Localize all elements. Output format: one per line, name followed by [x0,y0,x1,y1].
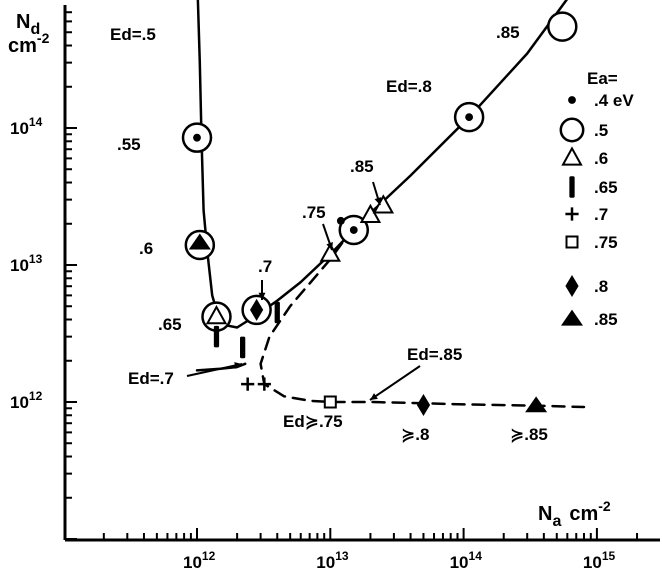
legend-marker-open-circle [559,117,585,143]
point-open-square-25 [323,395,337,409]
arrow-ed-085-low-head [370,393,378,400]
legend-label-4: .7 [594,205,608,224]
point-dot-3 [193,133,201,142]
annotation-ed-085-low: Ed=.85 [407,345,462,364]
point-open-triangle-10 [319,242,341,262]
legend: Ea= .4 eV .5 .6 .65 .7 .75 .8 .85 [559,69,634,329]
point-dot-17 [465,113,474,122]
arrow-ed-07-left-head [234,362,242,369]
legend-label-1: .5 [594,121,608,140]
legend-marker-open-square [565,235,579,249]
point-filled-triangle-27 [525,396,548,413]
annotations: Ed=.5 .55 .6 .65 .7 .75 .85 .85 Ed=.8 Ed=.7 Ed=.85… [110,23,548,444]
legend-label-7: .85 [594,310,618,329]
legend-marker-dot [568,96,576,104]
annotation-ed-05: Ed=.5 [110,25,156,44]
arrow-ed-085-top-head [374,197,382,205]
x-tick-label: 1015 [583,549,616,572]
y-tick-label: 1013 [10,252,43,275]
y-axis-unit: cm-2 [8,30,50,57]
legend-label-5: .75 [594,233,618,252]
arrow-ed-085-low [369,365,421,401]
point-plus-23 [241,377,255,391]
legend-title: Ea= [587,69,618,88]
curves [195,0,586,409]
x-tick-label: 1014 [450,549,483,572]
x-tick-label: 1012 [183,549,216,572]
annotation-ed-055: .55 [117,135,141,154]
arrow-ed-075-top-head [326,242,333,250]
point-bar-22 [274,301,280,324]
legend-marker-filled-triangle [561,309,583,326]
annotation-ed-07-left: Ed=.7 [128,369,174,388]
point-diamond-26 [416,394,431,417]
annotation-ed-065: .65 [158,315,182,334]
x-tick-label: 1013 [316,549,349,572]
annotation-ed-085-top: .85 [350,157,374,176]
y-tick-label: 1012 [10,389,43,412]
legend-label-6: .8 [594,277,608,296]
arrow-ed-07-left [186,363,243,377]
legend-marker-bar [569,176,575,198]
point-open-triangle-7 [205,304,228,325]
point-bar-20 [213,325,220,348]
legend-label-0: .4 eV [594,91,634,110]
data-points [181,11,578,417]
annotation-ed-075-top: .75 [302,203,326,222]
annotation-ed-08-curve: Ed=.8 [386,77,432,96]
legend-marker-open-triangle [561,146,583,166]
annotation-ed-06: .6 [139,239,153,258]
point-diamond-9 [250,298,264,321]
x-axis-label: Na cm-2 [538,498,611,530]
legend-marker-plus [565,207,579,221]
point-bar-21 [240,336,246,359]
annotation-ed-07-top: .7 [258,257,272,276]
legend-label-3: .65 [594,178,618,197]
point-filled-triangle-5 [188,233,211,250]
annotation-ed-08-low: ≽.8 [401,425,429,444]
point-dot-12 [336,216,345,225]
y-axis-label: Nd [16,11,40,38]
point-open-triangle-14 [359,203,382,224]
curve-solid-0 [196,0,569,329]
y-tick-label: 1014 [10,115,43,138]
annotation-ed-085-lowr: ≽.85 [510,425,548,444]
point-open-circle-18 [547,11,578,42]
annotation-ed-075-low: Ed≽.75 [283,412,343,431]
arrow-ed-07-top-head [258,292,266,300]
legend-marker-diamond [565,275,579,297]
curve-dashed-1 [259,225,586,409]
point-dot-13 [349,226,358,234]
annotation-ed-085-right: .85 [496,23,520,42]
point-plus-24 [257,377,271,391]
legend-label-2: .6 [594,149,608,168]
